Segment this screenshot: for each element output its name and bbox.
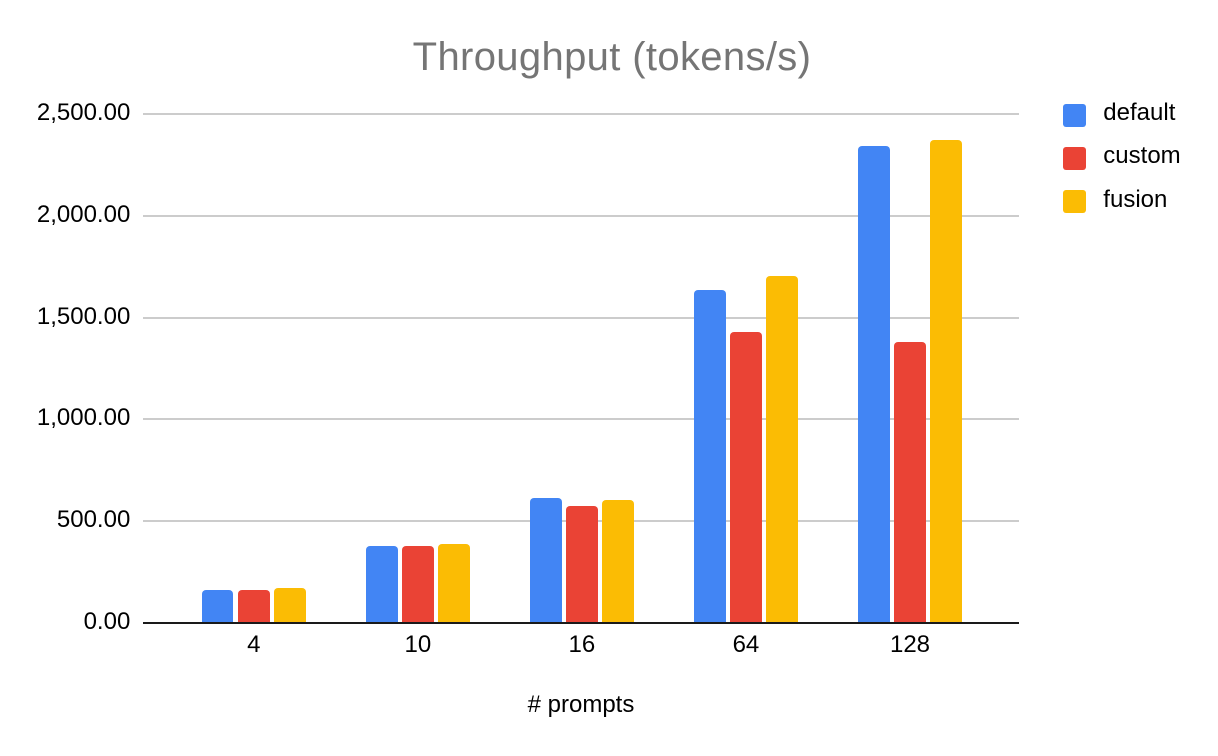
y-tick-label: 1,000.00 <box>36 404 131 432</box>
x-tick-label: 64 <box>732 630 760 658</box>
bar-fusion-16 <box>602 499 634 625</box>
gridline <box>143 214 1019 217</box>
bar-custom-10 <box>402 545 434 625</box>
bar-custom-16 <box>566 506 598 625</box>
bar-fusion-4 <box>274 588 306 625</box>
bar-custom-64 <box>730 332 762 625</box>
x-tick-label: 4 <box>247 630 261 658</box>
bar-fusion-10 <box>438 543 470 625</box>
legend-swatch-custom <box>1063 146 1087 171</box>
y-tick-label: 0.00 <box>83 607 131 635</box>
legend-label-default: default <box>1103 99 1176 127</box>
y-tick-label: 1,500.00 <box>36 302 131 330</box>
bar-custom-128 <box>894 342 926 625</box>
y-tick-label: 500.00 <box>56 506 131 534</box>
legend-label-custom: custom <box>1103 142 1181 170</box>
bar-custom-4 <box>238 589 270 625</box>
bar-default-64 <box>694 290 726 625</box>
legend-swatch-fusion <box>1063 190 1087 214</box>
x-axis-line <box>143 621 1019 625</box>
bar-fusion-128 <box>930 140 962 625</box>
y-tick-label: 2,500.00 <box>36 99 131 127</box>
legend-swatch-default <box>1063 103 1087 128</box>
bar-default-128 <box>858 145 890 625</box>
bar-fusion-64 <box>766 275 798 625</box>
bar-default-10 <box>365 546 398 625</box>
bar-default-4 <box>201 589 234 625</box>
chart-title: Throughput (tokens/s) <box>412 35 812 79</box>
gridline <box>143 113 1019 116</box>
bar-default-16 <box>530 498 562 625</box>
x-axis-title: # prompts <box>527 691 635 719</box>
gridline <box>143 316 1019 319</box>
legend-label-fusion: fusion <box>1103 185 1168 213</box>
x-tick-label: 10 <box>404 630 432 658</box>
x-tick-label: 16 <box>568 630 596 658</box>
x-tick-label: 128 <box>889 630 931 658</box>
y-tick-label: 2,000.00 <box>36 200 131 228</box>
gridline <box>143 418 1019 421</box>
